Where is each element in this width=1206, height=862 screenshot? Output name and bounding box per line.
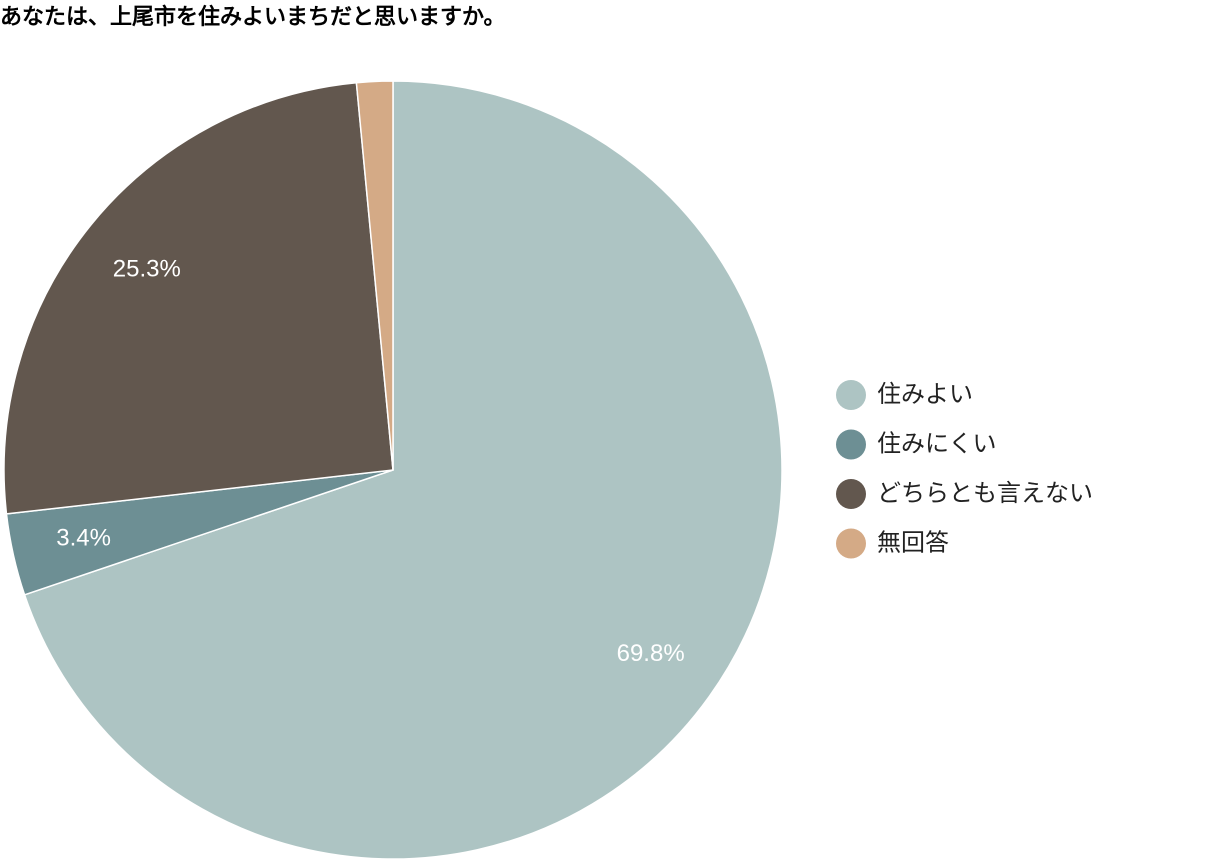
legend-label: 無回答 — [877, 529, 949, 557]
data-label: 25.3% — [113, 256, 181, 283]
legend-marker — [836, 429, 866, 460]
legend-label: どちらとも言えない — [877, 479, 1093, 507]
pie-slice — [3, 81, 394, 515]
legend-label: 住みよい — [877, 380, 973, 408]
chart-title: あなたは、上尾市を住みよいまちだと思いますか。 — [0, 4, 506, 30]
data-label: 3.4% — [56, 525, 111, 552]
data-label: 69.8% — [617, 640, 685, 667]
pie-slice — [355, 80, 394, 471]
legend-label: 住みにくい — [877, 430, 997, 458]
legend-marker — [836, 528, 866, 559]
legend-marker — [836, 479, 866, 509]
pie-slice — [23, 80, 783, 860]
legend-marker — [836, 380, 866, 410]
